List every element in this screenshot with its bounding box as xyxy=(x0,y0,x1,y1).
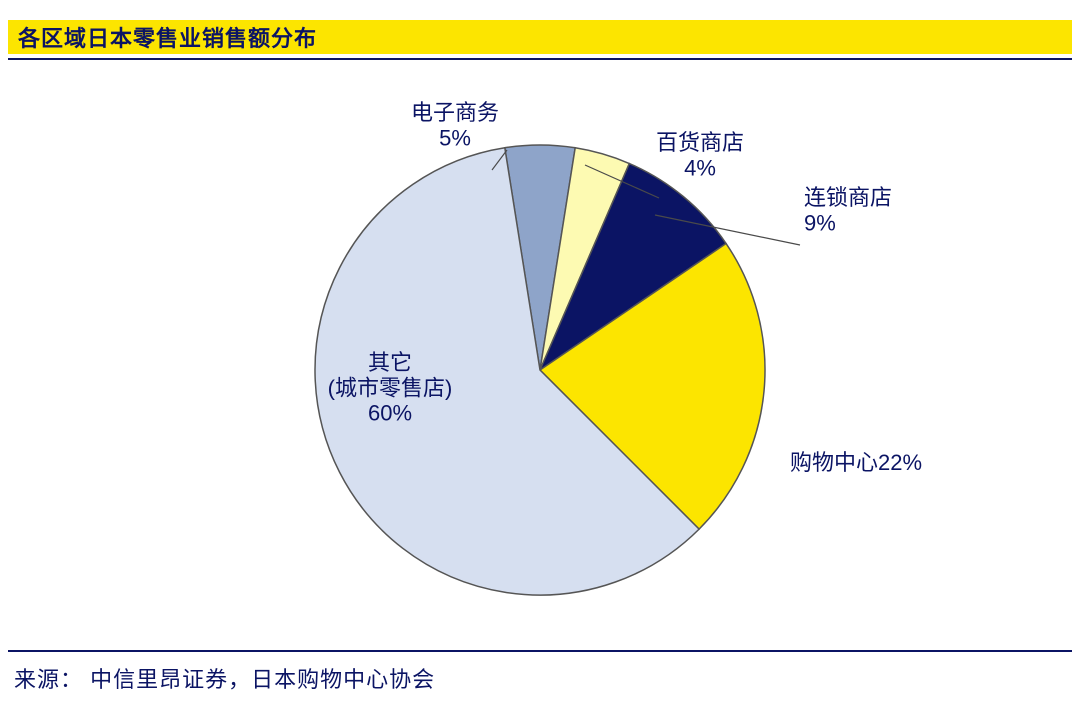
chart-title: 各区域日本零售业销售额分布 xyxy=(18,21,317,53)
chart-frame: 各区域日本零售业销售额分布 电子商务5%百货商店4%连锁商店9%购物中心22%其… xyxy=(0,0,1080,705)
slice-label-mall: 购物中心22% xyxy=(790,450,922,475)
slice-label-ecommerce: 电子商务5% xyxy=(411,100,499,150)
title-bar: 各区域日本零售业销售额分布 xyxy=(8,20,1072,54)
divider-top xyxy=(8,58,1072,60)
pie-chart: 电子商务5%百货商店4%连锁商店9%购物中心22%其它(城市零售店)60% xyxy=(0,70,1080,630)
source-prefix: 来源： xyxy=(14,667,83,692)
source-text: 中信里昂证券，日本购物中心协会 xyxy=(90,667,435,692)
slice-label-chain: 连锁商店9% xyxy=(804,185,892,235)
divider-bottom xyxy=(8,650,1072,652)
source-line: 来源： 中信里昂证券，日本购物中心协会 xyxy=(14,662,435,694)
slice-label-department: 百货商店4% xyxy=(656,130,744,180)
